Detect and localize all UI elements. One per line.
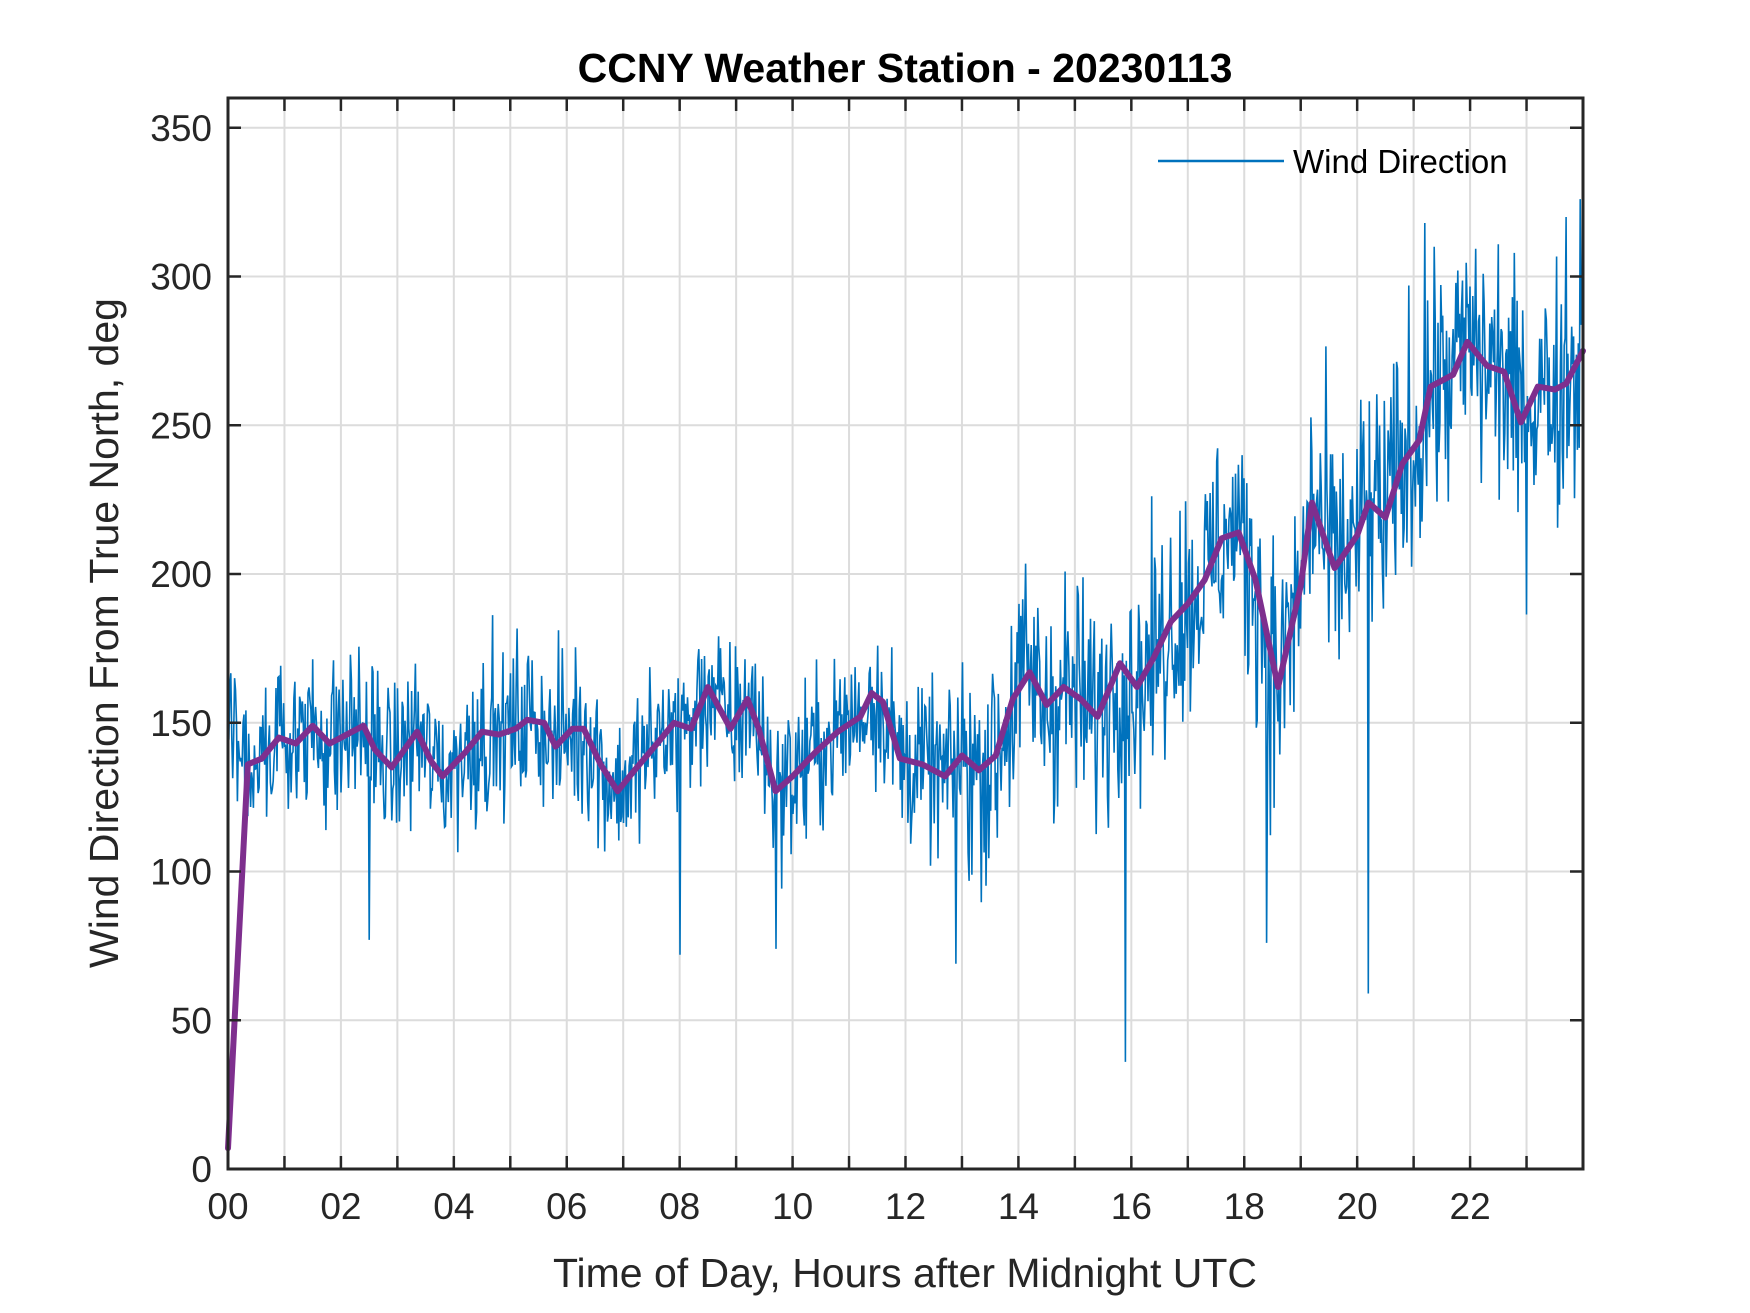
x-tick-label: 16 xyxy=(1111,1186,1152,1227)
x-axis-label: Time of Day, Hours after Midnight UTC xyxy=(553,1250,1257,1296)
moving-average-series xyxy=(225,338,1586,1152)
x-tick-label: 06 xyxy=(546,1186,587,1227)
chart-title: CCNY Weather Station - 20230113 xyxy=(578,45,1233,91)
x-tick-label: 04 xyxy=(433,1186,474,1227)
x-tick-label: 10 xyxy=(772,1186,813,1227)
grid-lines xyxy=(228,98,1583,1169)
y-tick-labels: 0 50 100 150 200 250 300 350 xyxy=(150,108,212,1190)
moving-average-line xyxy=(225,338,1586,1152)
y-tick-label: 300 xyxy=(150,257,212,298)
x-tick-labels: 00 02 04 06 08 10 12 14 16 18 20 22 xyxy=(207,1186,1490,1227)
y-tick-label: 350 xyxy=(150,108,212,149)
y-tick-label: 50 xyxy=(171,1000,212,1041)
tick-marks xyxy=(228,98,1583,1169)
wind-direction-line xyxy=(227,199,1584,1062)
wind-direction-series xyxy=(227,199,1584,1062)
x-tick-label: 22 xyxy=(1450,1186,1491,1227)
x-tick-label: 14 xyxy=(998,1186,1039,1227)
y-tick-label: 100 xyxy=(150,852,212,893)
y-axis-label: Wind Direction From True North, deg xyxy=(81,298,127,968)
x-tick-label: 00 xyxy=(207,1186,248,1227)
legend: Wind Direction xyxy=(1158,143,1508,180)
y-tick-label: 0 xyxy=(191,1149,212,1190)
x-tick-label: 12 xyxy=(885,1186,926,1227)
x-tick-label: 08 xyxy=(659,1186,700,1227)
y-tick-label: 250 xyxy=(150,405,212,446)
x-tick-label: 02 xyxy=(320,1186,361,1227)
legend-label-wind-direction: Wind Direction xyxy=(1293,143,1508,180)
x-tick-label: 20 xyxy=(1337,1186,1378,1227)
y-tick-label: 200 xyxy=(150,554,212,595)
y-tick-label: 150 xyxy=(150,703,212,744)
x-tick-label: 18 xyxy=(1224,1186,1265,1227)
